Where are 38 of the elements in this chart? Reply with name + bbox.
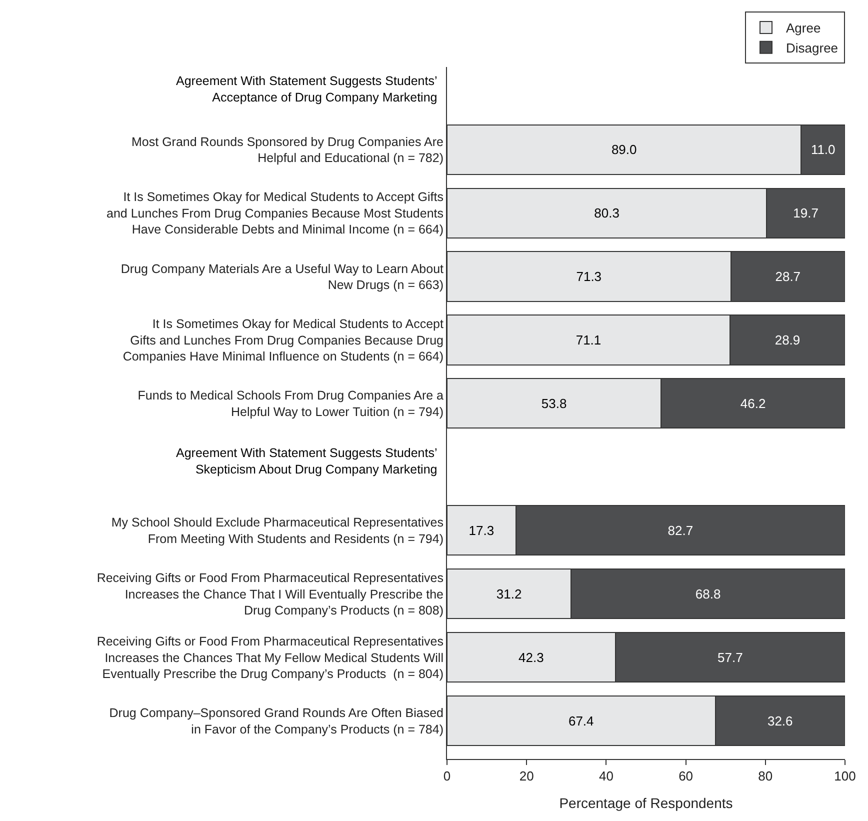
- y-tick-label: Drug Company–Sponsored Grand Rounds Are Often Biased in Favor of the Company’s Products (n = 784): [109, 706, 444, 736]
- x-axis-title: Percentage of Respondents: [559, 794, 733, 811]
- data-label: 89.0: [611, 142, 637, 158]
- data-label: 31.2: [496, 586, 522, 602]
- legend-label: Agree: [786, 20, 821, 36]
- data-label: 53.8: [541, 396, 567, 411]
- x-tick-label: 20: [519, 768, 534, 784]
- data-label: 67.4: [568, 713, 594, 728]
- data-label: 71.3: [576, 269, 602, 284]
- data-label: 17.3: [468, 522, 494, 538]
- data-label: 28.9: [774, 332, 800, 348]
- data-label: 11.0: [810, 142, 836, 158]
- x-tick-label: 100: [834, 768, 856, 784]
- data-label: 80.3: [594, 206, 620, 221]
- data-label: 19.7: [793, 206, 818, 221]
- data-label: 57.7: [718, 650, 743, 665]
- data-label: 28.7: [775, 269, 801, 284]
- data-label: 71.1: [576, 332, 602, 348]
- y-tick-label: Receiving Gifts or Food From Pharmaceutical Representatives Increases the Chance That I Will Eventually Prescribe the Drug Company’s Products (n = 808): [96, 571, 444, 618]
- legend-label: Disagree: [786, 40, 838, 56]
- x-tick-label: 0: [443, 768, 451, 784]
- y-tick-label: Drug Company Materials Are a Useful Way to Learn About New Drugs (n = 663): [120, 262, 444, 292]
- x-tick-label: 80: [758, 768, 773, 784]
- y-tick-label: It Is Sometimes Okay for Medical Students to Accept Gifts and Lunches From Drug Companies Because Drug Companies Have Minimal Influence on Students (n = 664): [122, 317, 444, 364]
- y-tick-label: Most Grand Rounds Sponsored by Drug Companies Are Helpful and Educational (n = 782): [132, 134, 444, 166]
- data-label: 32.6: [767, 713, 793, 728]
- y-tick-label: Funds to Medical Schools From Drug Companies Are a Helpful Way to Lower Tuition (n = 794): [138, 388, 444, 419]
- data-label: 46.2: [740, 396, 766, 411]
- x-tick-label: 40: [598, 768, 614, 784]
- x-tick-label: 60: [678, 768, 694, 784]
- data-label: 82.7: [668, 522, 694, 538]
- data-label: 42.3: [518, 650, 544, 665]
- y-tick-label: My School Should Exclude Pharmaceutical Representatives From Meeting With Students and Residents (n = 794): [111, 516, 444, 546]
- text: Agreement With Statement Suggests Students’ Acceptance of Drug Company Marketing: [176, 74, 438, 104]
- y-tick-label: Receiving Gifts or Food From Pharmaceutical Representatives Increases the Chances That My Fellow Medical Students Will Eventually Prescribe the Drug Company’s Products (n = 804): [96, 634, 444, 682]
- data-label: 68.8: [695, 586, 721, 602]
- y-tick-label: It Is Sometimes Okay for Medical Students to Accept Gifts and Lunches From Drug Companies Because Most Students Have Considerable Debts and Minimal Income (n = 664): [106, 190, 444, 237]
- text: Agreement With Statement Suggests Students’ Skepticism About Drug Company Marketing: [176, 446, 438, 476]
